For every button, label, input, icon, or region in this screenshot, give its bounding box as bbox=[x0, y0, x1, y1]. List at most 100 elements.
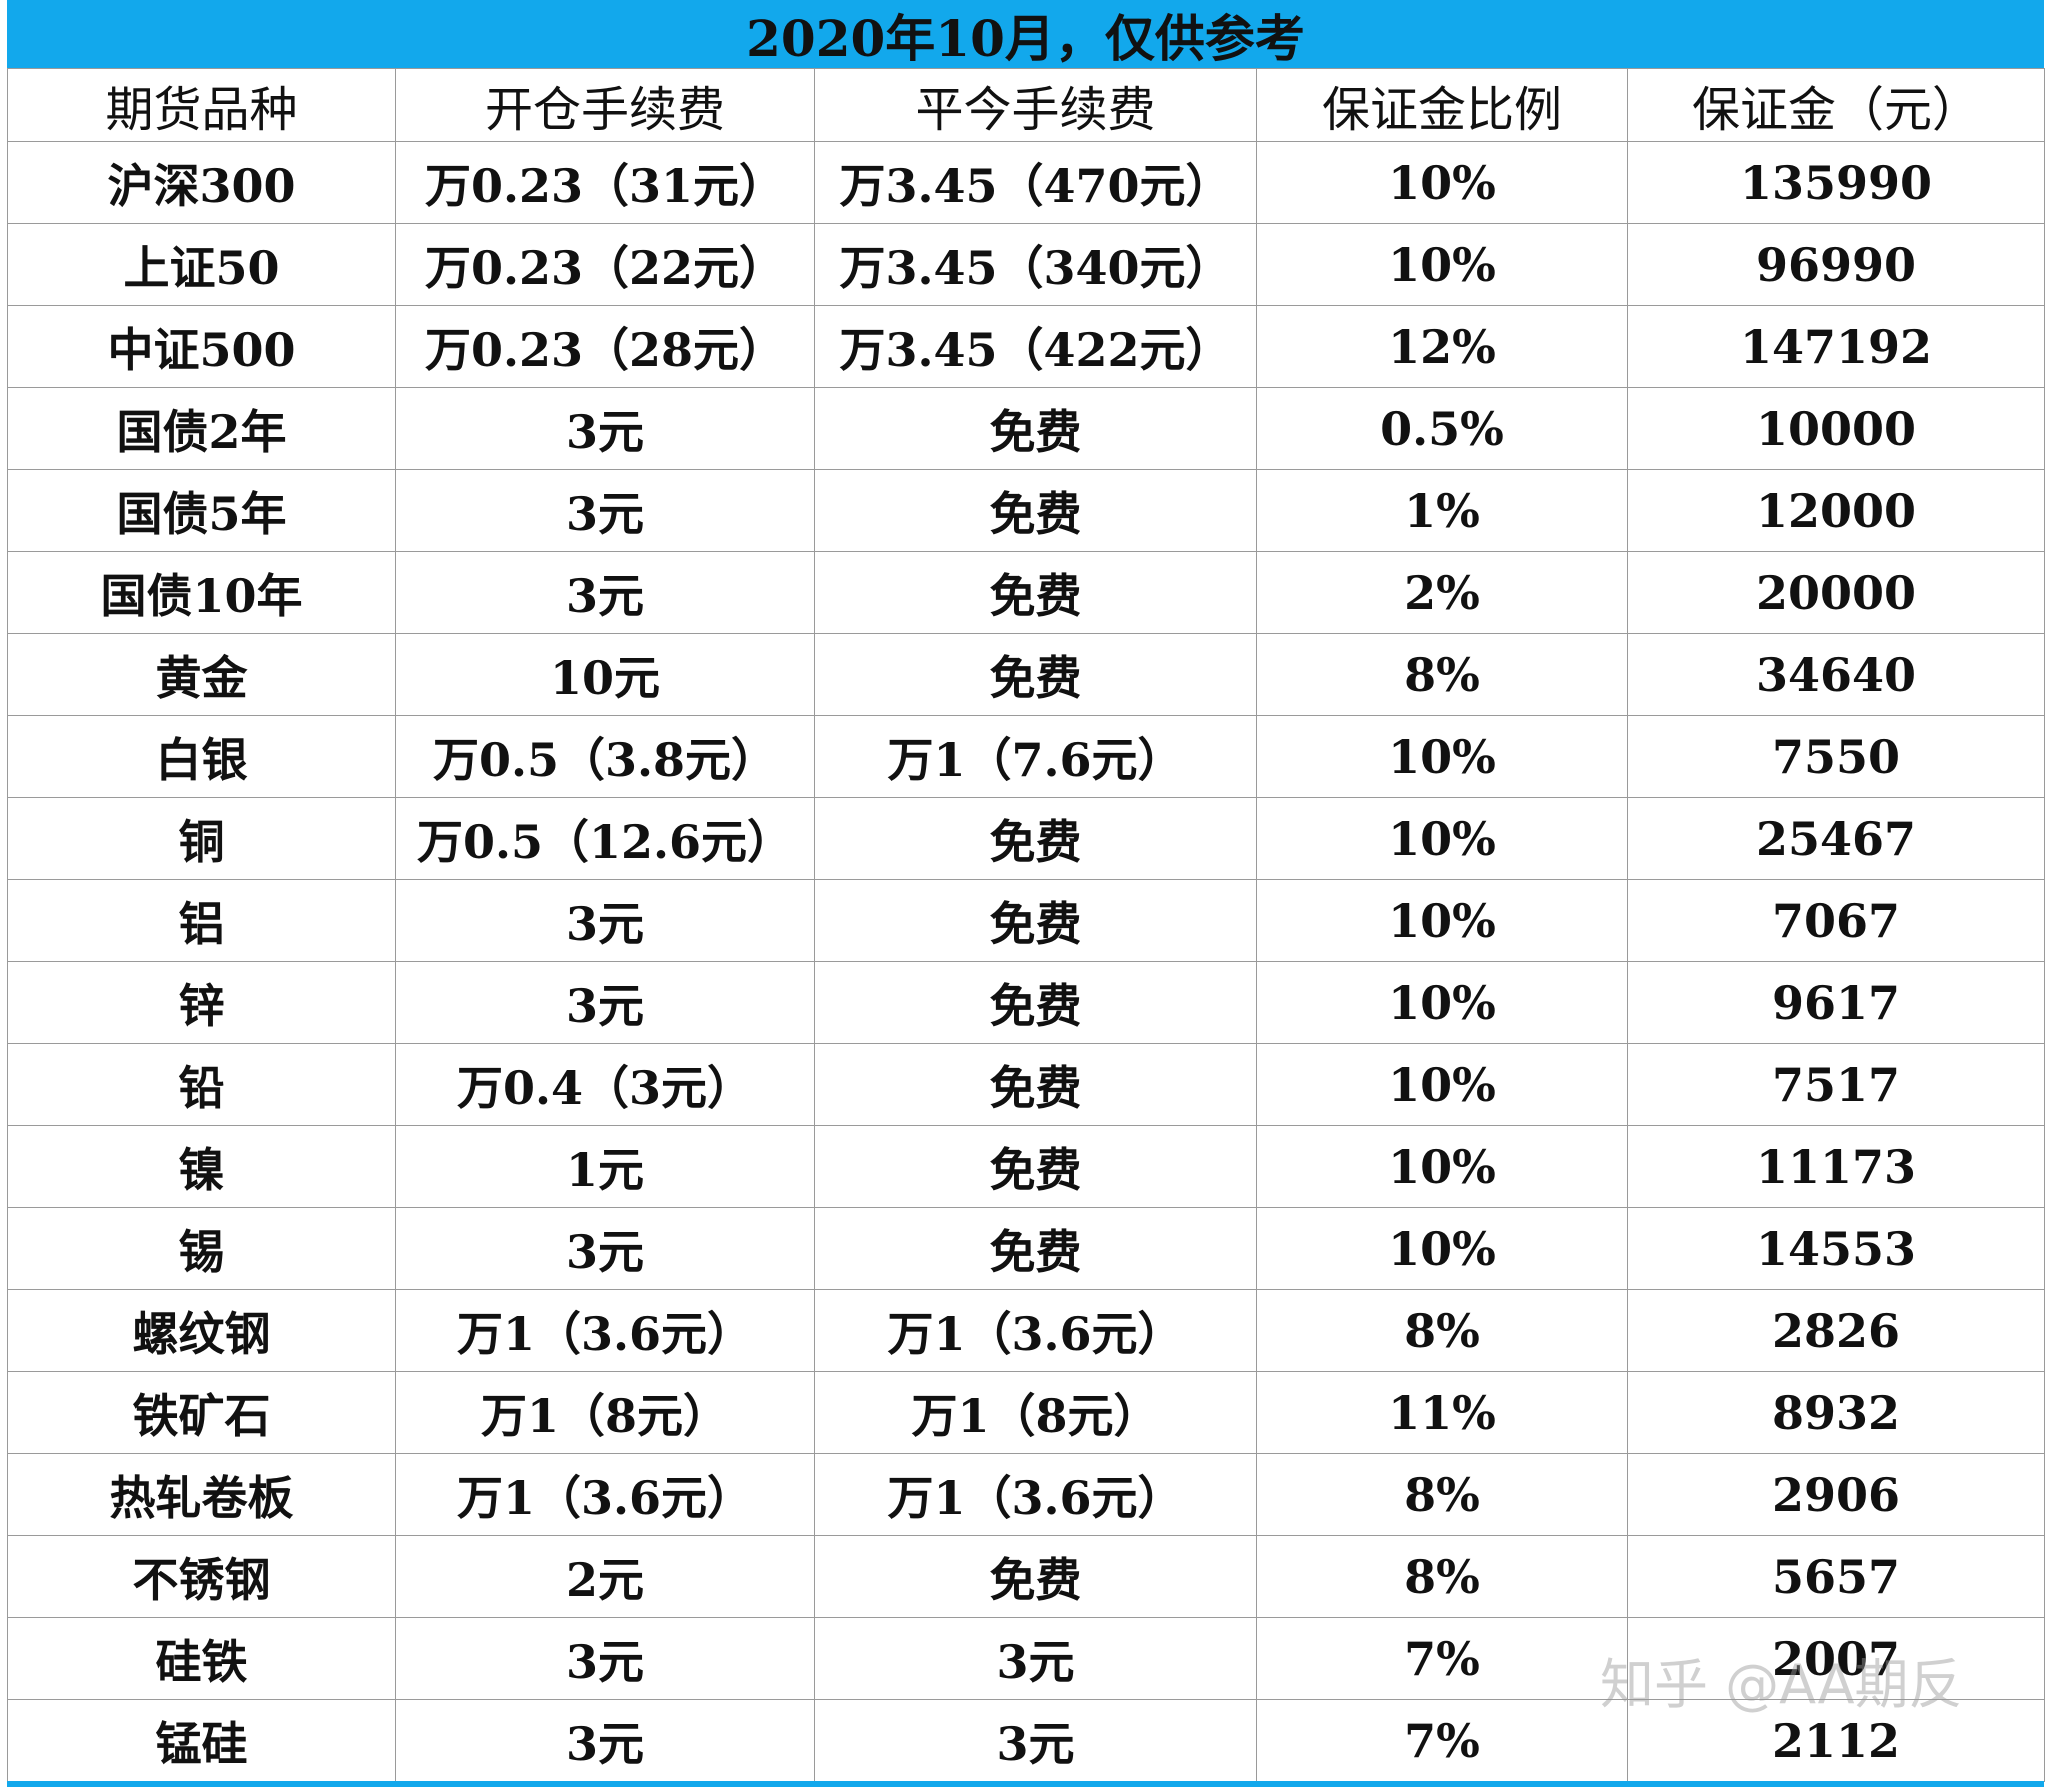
cell: 20000 bbox=[1627, 551, 2045, 634]
cell: 万0.23（28元） bbox=[395, 305, 815, 388]
cell: 147192 bbox=[1627, 305, 2045, 388]
cell: 铁矿石 bbox=[7, 1371, 396, 1454]
cell: 10% bbox=[1256, 879, 1628, 962]
cell: 10% bbox=[1256, 223, 1628, 306]
cell: 中证500 bbox=[7, 305, 396, 388]
cell: 万0.23（22元） bbox=[395, 223, 815, 306]
cell: 万1（7.6元） bbox=[814, 715, 1257, 798]
cell: 2% bbox=[1256, 551, 1628, 634]
data-row: 锌 3元 免费 10% 9617 bbox=[7, 961, 2045, 1044]
cell: 万1（8元） bbox=[814, 1371, 1257, 1454]
header-cell: 开仓手续费 bbox=[395, 68, 815, 142]
cell: 10% bbox=[1256, 1207, 1628, 1290]
data-row: 铜万0.5（12.6元） 免费 10% 25467 bbox=[7, 797, 2045, 880]
cell: 免费 bbox=[814, 1207, 1257, 1290]
bottom-bar bbox=[7, 1781, 2044, 1787]
cell: 万1（3.6元） bbox=[395, 1289, 815, 1372]
cell: 10元 bbox=[395, 633, 815, 716]
header-row: 期货品种 开仓手续费 平今手续费 保证金比例 保证金（元） bbox=[7, 68, 2045, 142]
title-bar: 2020年10月，仅供参考 bbox=[7, 0, 2044, 68]
cell: 2826 bbox=[1627, 1289, 2045, 1372]
cell: 白银 bbox=[7, 715, 396, 798]
cell: 8932 bbox=[1627, 1371, 2045, 1454]
header-cell: 保证金（元） bbox=[1627, 68, 2045, 142]
data-row: 锰硅 3元 3元 7% 2112 bbox=[7, 1699, 2045, 1782]
table-body: 期货品种 开仓手续费 平今手续费 保证金比例 保证金（元） 沪深300 万0.23（31元）… bbox=[7, 68, 2045, 1782]
cell: 2906 bbox=[1627, 1453, 2045, 1536]
cell: 2112 bbox=[1627, 1699, 2045, 1782]
cell: 万3.45（422元） bbox=[814, 305, 1257, 388]
cell: 25467 bbox=[1627, 797, 2045, 880]
cell: 免费 bbox=[814, 797, 1257, 880]
cell: 免费 bbox=[814, 1125, 1257, 1208]
cell: 8% bbox=[1256, 1289, 1628, 1372]
cell: 国债5年 bbox=[7, 469, 396, 552]
cell: 7067 bbox=[1627, 879, 2045, 962]
cell: 热轧卷板 bbox=[7, 1453, 396, 1536]
cell: 万0.5（12.6元） bbox=[395, 797, 815, 880]
cell: 7% bbox=[1256, 1699, 1628, 1782]
cell: 34640 bbox=[1627, 633, 2045, 716]
cell: 1% bbox=[1256, 469, 1628, 552]
cell: 锌 bbox=[7, 961, 396, 1044]
cell: 7550 bbox=[1627, 715, 2045, 798]
cell: 3元 bbox=[395, 961, 815, 1044]
data-row: 国债10年 3元 免费 2% 20000 bbox=[7, 551, 2045, 634]
cell: 8% bbox=[1256, 1453, 1628, 1536]
data-row: 镍 1元 免费 10% 11173 bbox=[7, 1125, 2045, 1208]
cell: 免费 bbox=[814, 551, 1257, 634]
fee-table: 期货品种 开仓手续费 平今手续费 保证金比例 保证金（元） 沪深300 万0.23（31元）… bbox=[7, 68, 2045, 1782]
cell: 7% bbox=[1256, 1617, 1628, 1700]
cell: 免费 bbox=[814, 633, 1257, 716]
data-row: 国债5年 3元 免费 1% 12000 bbox=[7, 469, 2045, 552]
cell: 沪深300 bbox=[7, 141, 396, 224]
cell: 万1（3.6元） bbox=[814, 1453, 1257, 1536]
cell: 免费 bbox=[814, 879, 1257, 962]
cell: 硅铁 bbox=[7, 1617, 396, 1700]
cell: 3元 bbox=[395, 387, 815, 470]
cell: 10% bbox=[1256, 961, 1628, 1044]
cell: 螺纹钢 bbox=[7, 1289, 396, 1372]
data-row: 上证50 万0.23（22元） 万3.45（340元） 10% 96990 bbox=[7, 223, 2045, 306]
data-row: 不锈钢 2元 免费 8% 5657 bbox=[7, 1535, 2045, 1618]
cell: 96990 bbox=[1627, 223, 2045, 306]
cell: 锡 bbox=[7, 1207, 396, 1290]
header-cell: 平今手续费 bbox=[814, 68, 1257, 142]
data-row: 热轧卷板 万1（3.6元） 万1（3.6元） 8% 2906 bbox=[7, 1453, 2045, 1536]
cell: 万0.4（3元） bbox=[395, 1043, 815, 1126]
data-row: 中证500 万0.23（28元） 万3.45（422元） 12% 147192 bbox=[7, 305, 2045, 388]
cell: 10% bbox=[1256, 141, 1628, 224]
watermark: 知乎 @AA期反 bbox=[1600, 1653, 1963, 1716]
cell: 11173 bbox=[1627, 1125, 2045, 1208]
cell: 3元 bbox=[395, 1617, 815, 1700]
cell: 国债2年 bbox=[7, 387, 396, 470]
cell: 免费 bbox=[814, 1535, 1257, 1618]
cell: 14553 bbox=[1627, 1207, 2045, 1290]
cell: 免费 bbox=[814, 961, 1257, 1044]
cell: 2元 bbox=[395, 1535, 815, 1618]
cell: 135990 bbox=[1627, 141, 2045, 224]
data-row: 铁矿石 万1（8元） 万1（8元） 11% 8932 bbox=[7, 1371, 2045, 1454]
cell: 10% bbox=[1256, 797, 1628, 880]
cell: 万1（3.6元） bbox=[814, 1289, 1257, 1372]
cell: 黄金 bbox=[7, 633, 396, 716]
data-row: 白银 万0.5（3.8元） 万1（7.6元） 10% 7550 bbox=[7, 715, 2045, 798]
cell: 11% bbox=[1256, 1371, 1628, 1454]
cell: 8% bbox=[1256, 1535, 1628, 1618]
data-row: 铝 3元 免费 10% 7067 bbox=[7, 879, 2045, 962]
cell: 3元 bbox=[395, 879, 815, 962]
cell: 0.5% bbox=[1256, 387, 1628, 470]
cell: 3元 bbox=[395, 469, 815, 552]
cell: 10000 bbox=[1627, 387, 2045, 470]
data-row: 国债2年 3元 免费 0.5% 10000 bbox=[7, 387, 2045, 470]
cell: 免费 bbox=[814, 469, 1257, 552]
cell: 镍 bbox=[7, 1125, 396, 1208]
cell: 5657 bbox=[1627, 1535, 2045, 1618]
cell: 1元 bbox=[395, 1125, 815, 1208]
header-cell: 保证金比例 bbox=[1256, 68, 1628, 142]
cell: 上证50 bbox=[7, 223, 396, 306]
cell: 万0.23（31元） bbox=[395, 141, 815, 224]
data-row: 螺纹钢 万1（3.6元） 万1（3.6元） 8% 2826 bbox=[7, 1289, 2045, 1372]
cell: 3元 bbox=[395, 1207, 815, 1290]
cell: 锰硅 bbox=[7, 1699, 396, 1782]
